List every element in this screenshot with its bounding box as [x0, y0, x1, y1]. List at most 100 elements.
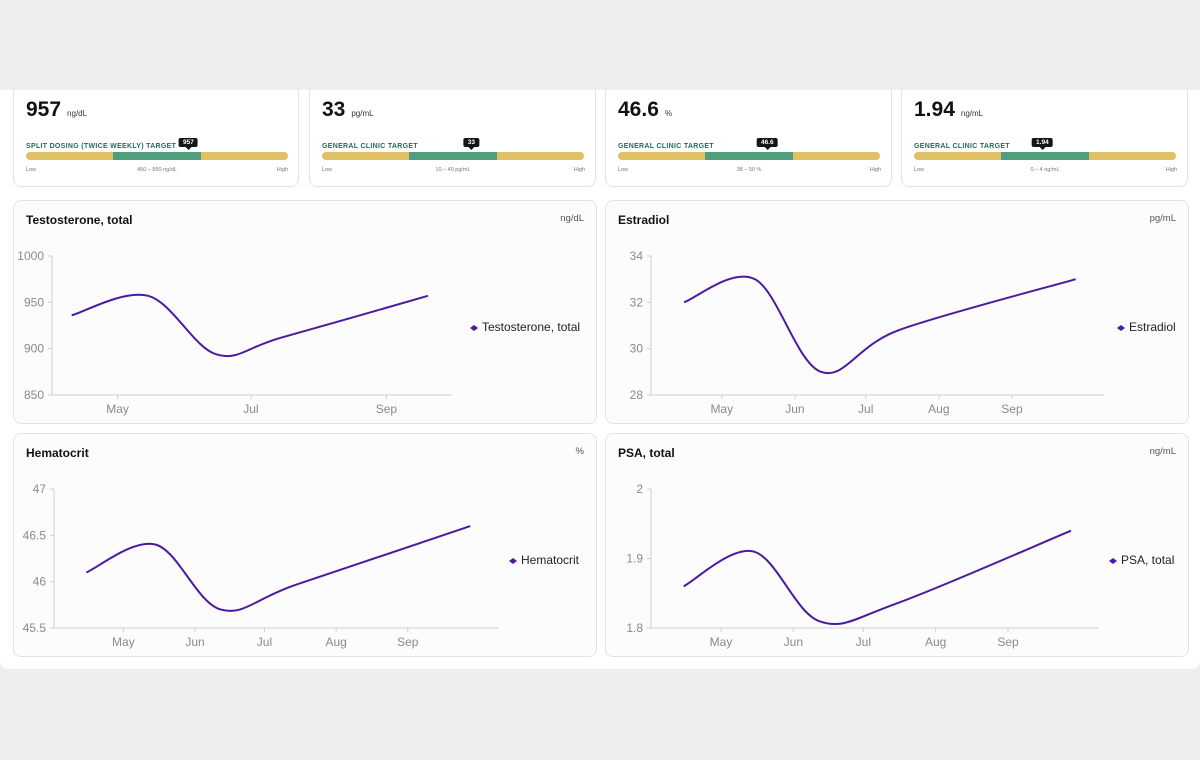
- x-tick-label: Jun: [185, 635, 204, 649]
- chart-unit: ng/mL: [1149, 446, 1176, 457]
- chart-card-hematocrit: Hematocrit % 45.5 46 46.5 47 May Jun Jul Aug Sep…: [13, 433, 597, 657]
- data-point: [819, 370, 823, 374]
- scale-range: 38 – 50 %: [736, 167, 762, 173]
- y-tick-label: 1000: [17, 249, 44, 263]
- y-tick-label: 1.9: [626, 552, 643, 566]
- y-tick-label: 1.8: [626, 621, 643, 635]
- y-tick-label: 2: [636, 482, 643, 496]
- data-point: [70, 313, 74, 317]
- data-point: [1074, 277, 1078, 281]
- x-tick-label: Jul: [858, 402, 873, 416]
- data-point: [214, 352, 218, 356]
- x-tick-label: Sep: [997, 635, 1019, 649]
- chart-title: PSA, total: [618, 446, 675, 460]
- metric-card-psa[interactable]: 1.94 ng/mL GENERAL CLINIC TARGET 1.94 Low…: [901, 90, 1188, 187]
- data-point: [1069, 529, 1073, 533]
- data-point: [426, 294, 430, 298]
- chart-unit: %: [575, 446, 584, 457]
- series-line: [683, 529, 1072, 626]
- target-label: SPLIT DOSING (TWICE WEEKLY) TARGET: [26, 143, 177, 150]
- line-chart: 850 900 950 1000 May Jul Sep: [17, 249, 452, 416]
- line-chart: 45.5 46 46.5 47 May Jun Jul Aug Sep: [23, 482, 498, 649]
- scale-high: High: [1165, 167, 1177, 173]
- x-tick-label: Aug: [325, 635, 346, 649]
- target-label: GENERAL CLINIC TARGET: [322, 143, 418, 150]
- metric-unit: ng/mL: [960, 109, 984, 118]
- target-label: GENERAL CLINIC TARGET: [914, 143, 1010, 150]
- legend-marker-icon: [470, 324, 478, 331]
- x-tick-label: May: [710, 402, 733, 416]
- chart-card-estradiol: Estradiol pg/mL 28 30 32 34 May Jun Jul Aug Sep …: [605, 200, 1189, 424]
- series-line: [71, 293, 429, 358]
- scale-range: 450 – 850 ng/dL: [137, 167, 177, 173]
- metric-card-testosterone[interactable]: 957 ng/dL SPLIT DOSING (TWICE WEEKLY) TAR…: [13, 90, 299, 187]
- y-tick-label: 950: [24, 295, 44, 309]
- y-tick-label: 46.5: [23, 528, 47, 542]
- x-tick-label: Jun: [785, 402, 804, 416]
- legend-label: Testosterone, total: [482, 320, 581, 334]
- legend-marker-icon: [1117, 324, 1125, 331]
- range-bar: [618, 152, 880, 160]
- line-chart: 1.8 1.9 2 May Jun Jul Aug Sep: [626, 482, 1099, 649]
- data-point: [84, 570, 88, 574]
- legend-item[interactable]: Estradiol: [1117, 320, 1176, 334]
- data-point: [219, 607, 223, 611]
- data-point: [753, 277, 757, 281]
- value-marker: 33: [463, 138, 479, 150]
- y-tick-label: 850: [24, 388, 44, 402]
- metric-value: 33 pg/mL: [322, 98, 374, 121]
- legend-label: Hematocrit: [521, 553, 580, 567]
- chart-title: Testosterone, total: [26, 213, 133, 227]
- data-point: [146, 294, 150, 298]
- value-marker: 46.6: [757, 138, 778, 150]
- metric-value: 46.6%: [618, 98, 672, 121]
- y-tick-label: 46: [33, 575, 47, 589]
- x-tick-label: May: [112, 635, 135, 649]
- x-tick-label: May: [106, 402, 129, 416]
- series-line: [85, 525, 471, 612]
- legend-item[interactable]: Hematocrit: [509, 553, 580, 567]
- data-point: [682, 584, 686, 588]
- legend-item[interactable]: Testosterone, total: [470, 320, 581, 334]
- y-tick-label: 32: [630, 295, 644, 309]
- data-point: [154, 543, 158, 547]
- chart-title: Hematocrit: [26, 446, 89, 460]
- legend-item[interactable]: PSA, total: [1109, 553, 1174, 567]
- y-tick-label: 900: [24, 342, 44, 356]
- metric-card-estradiol[interactable]: 33 pg/mL GENERAL CLINIC TARGET 33 Low 10 …: [309, 90, 596, 187]
- data-point: [897, 328, 901, 332]
- series-line: [683, 275, 1076, 375]
- x-tick-label: Sep: [1001, 402, 1023, 416]
- y-tick-label: 30: [630, 342, 644, 356]
- legend-label: Estradiol: [1129, 320, 1176, 334]
- scale-low: Low: [322, 167, 333, 173]
- scale-high: High: [869, 167, 881, 173]
- x-tick-label: Aug: [925, 635, 946, 649]
- metric-value: 957 ng/dL: [26, 98, 88, 121]
- y-tick-label: 28: [630, 388, 644, 402]
- x-tick-label: Sep: [376, 402, 398, 416]
- chart-card-testosterone: Testosterone, total ng/dL 850 900 950 1000 M…: [13, 200, 597, 424]
- metric-unit: ng/dL: [67, 109, 88, 118]
- legend-marker-icon: [509, 557, 517, 564]
- data-point: [817, 619, 821, 623]
- x-tick-label: May: [710, 635, 733, 649]
- scale-low: Low: [618, 167, 629, 173]
- data-point: [280, 336, 284, 340]
- y-tick-label: 34: [630, 249, 644, 263]
- scale-high: High: [573, 167, 585, 173]
- y-tick-label: 47: [33, 482, 47, 496]
- metric-unit: pg/mL: [351, 109, 374, 118]
- legend-marker-icon: [1109, 557, 1117, 564]
- data-point: [894, 602, 898, 606]
- metric-unit: %: [664, 109, 672, 118]
- metric-card-hematocrit[interactable]: 46.6% GENERAL CLINIC TARGET 46.6 Low 38 …: [605, 90, 892, 187]
- data-point: [682, 300, 686, 304]
- chart-unit: pg/mL: [1149, 213, 1176, 224]
- value-marker: 1.94: [1032, 138, 1053, 150]
- range-bar: [914, 152, 1176, 160]
- scale-low: Low: [26, 167, 37, 173]
- metric-value: 1.94 ng/mL: [914, 98, 984, 121]
- scale-range: 10 – 40 pg/mL: [435, 167, 471, 173]
- x-tick-label: Jul: [856, 635, 871, 649]
